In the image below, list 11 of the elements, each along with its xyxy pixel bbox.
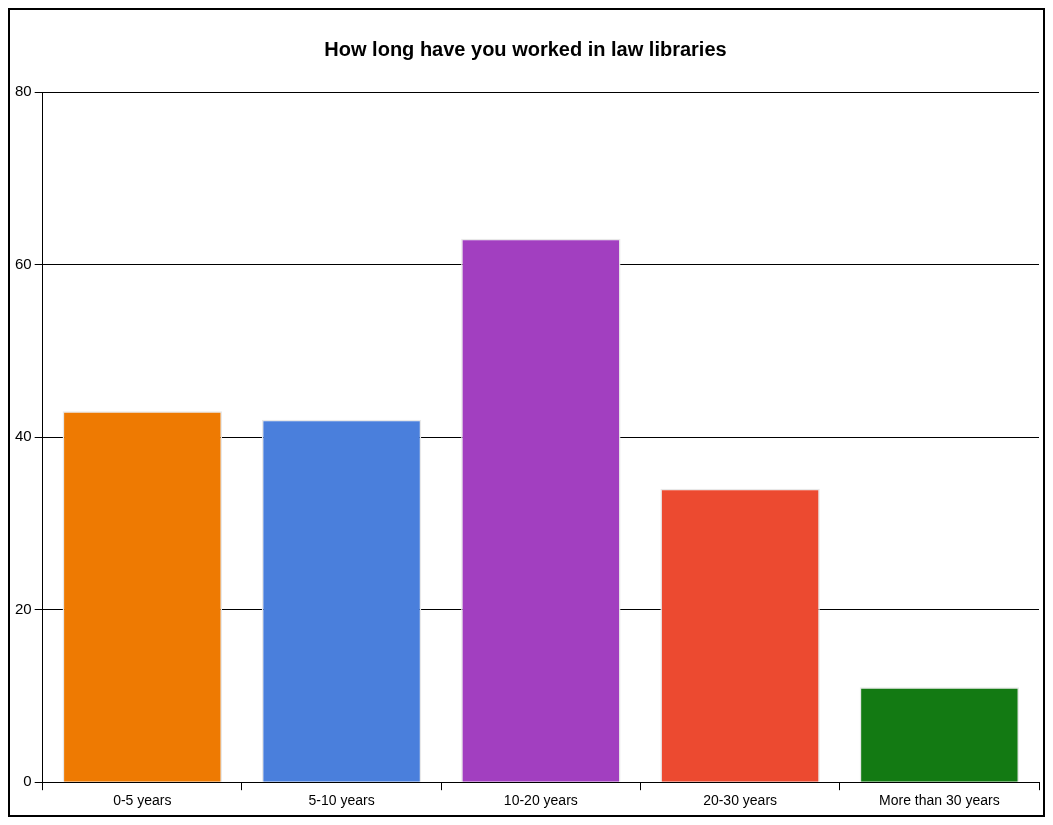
x-tick-label: More than 30 years <box>879 792 1000 809</box>
x-tick-label: 20-30 years <box>703 792 778 809</box>
x-tick-label: 0-5 years <box>113 792 172 809</box>
y-tick-label: 60 <box>15 254 32 272</box>
y-tick-label: 40 <box>15 427 32 445</box>
chart-title: How long have you worked in law libraries <box>324 37 727 60</box>
y-tick-label: 80 <box>15 82 32 100</box>
x-tick-label: 5-10 years <box>308 792 375 809</box>
x-tick-label: 10-20 years <box>503 792 578 809</box>
y-tick-label: 0 <box>23 772 32 790</box>
y-tick-label: 20 <box>15 599 32 617</box>
